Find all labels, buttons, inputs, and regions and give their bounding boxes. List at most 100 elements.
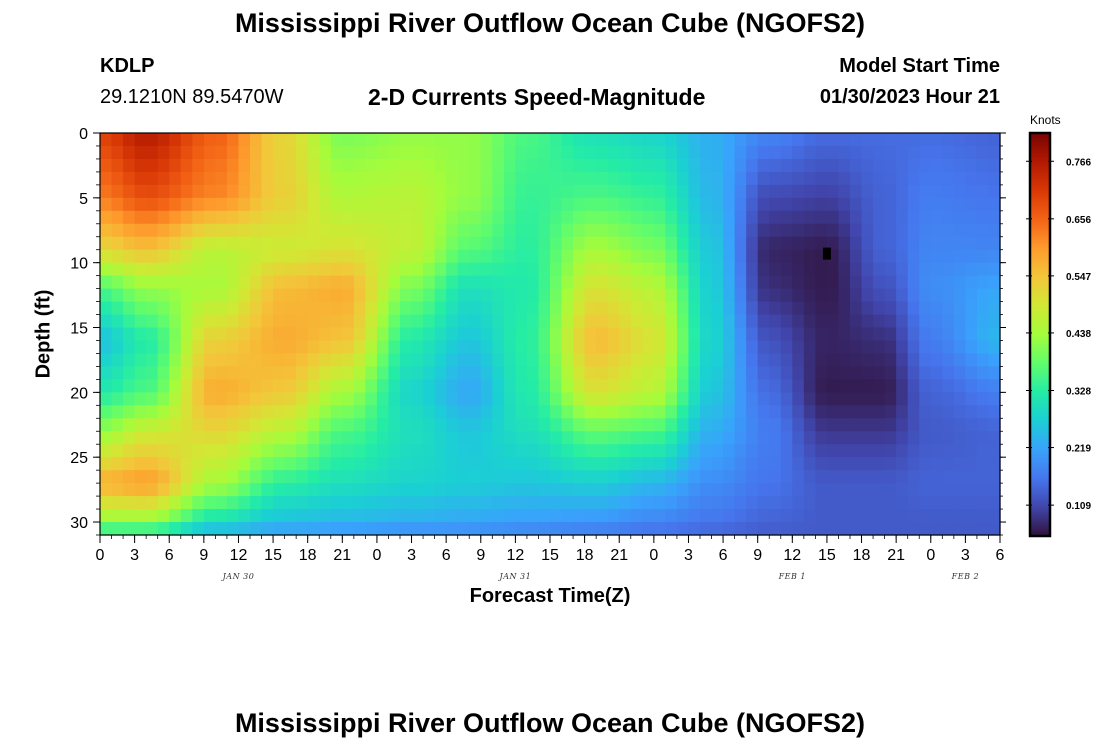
heatmap-cell (296, 249, 309, 264)
heatmap-cell (769, 353, 782, 368)
heatmap-cell (769, 184, 782, 199)
heatmap-cell (607, 236, 620, 251)
heatmap-cell (711, 470, 724, 484)
heatmap-cell (619, 405, 632, 419)
heatmap-cell (700, 301, 713, 316)
heatmap-cell (653, 457, 666, 471)
heatmap-cell (284, 145, 297, 160)
heatmap-cell (203, 522, 216, 536)
heatmap-cell (330, 418, 343, 432)
heatmap-cell (780, 314, 793, 329)
heatmap-cell (896, 249, 909, 264)
heatmap-cell (803, 158, 816, 173)
heatmap-cell (896, 288, 909, 303)
heatmap-cell (607, 457, 620, 471)
heatmap-cell (653, 392, 666, 406)
heatmap-cell (434, 184, 447, 199)
heatmap-cell (919, 353, 932, 368)
heatmap-cell (169, 392, 182, 406)
heatmap-cell (561, 223, 574, 238)
heatmap-cell (896, 184, 909, 199)
heatmap-cell (446, 353, 459, 368)
heatmap-cell (273, 223, 286, 238)
heatmap-cell (953, 418, 966, 432)
heatmap-cell (388, 431, 401, 445)
heatmap-cell (342, 496, 355, 510)
heatmap-cell (273, 288, 286, 303)
heatmap-cell (930, 392, 943, 406)
heatmap-cell (976, 418, 990, 432)
heatmap-cell (630, 405, 643, 419)
heatmap-cell (538, 314, 551, 329)
heatmap-cell (492, 133, 505, 147)
heatmap-cell (457, 379, 470, 393)
heatmap-cell (157, 470, 170, 484)
heatmap-cell (238, 171, 251, 186)
heatmap-cell (238, 509, 251, 523)
heatmap-cell (192, 133, 205, 147)
heatmap-cell (815, 483, 828, 497)
heatmap-cell (215, 431, 228, 445)
heatmap-cell (561, 262, 574, 277)
heatmap-cell (942, 275, 955, 290)
heatmap-cell (607, 288, 620, 303)
heatmap-cell (423, 197, 436, 212)
heatmap-cell (238, 158, 251, 173)
heatmap-cell (653, 418, 666, 432)
heatmap-cell (838, 457, 851, 471)
heatmap-cell (250, 275, 263, 290)
heatmap-cell (503, 184, 516, 199)
heatmap-cell (700, 418, 713, 432)
heatmap-cell (642, 210, 655, 225)
heatmap-cell (319, 522, 332, 536)
heatmap-cell (619, 223, 632, 238)
heatmap-cell (688, 457, 701, 471)
heatmap-cell (942, 158, 955, 173)
heatmap-cell (169, 379, 182, 393)
heatmap-cell (850, 392, 863, 406)
heatmap-cell (353, 288, 366, 303)
heatmap-cell (238, 418, 251, 432)
heatmap-cell (930, 457, 943, 471)
heatmap-cell (561, 288, 574, 303)
heatmap-cell (169, 197, 182, 212)
heatmap-cell (746, 236, 759, 251)
heatmap-cell (457, 353, 470, 368)
heatmap-cell (376, 340, 390, 355)
heatmap-cell (123, 171, 136, 186)
heatmap-cell (457, 236, 470, 251)
heatmap-cell (169, 522, 182, 536)
heatmap-cell (180, 158, 193, 173)
heatmap-cell (365, 496, 378, 510)
heatmap-cell (365, 158, 378, 173)
heatmap-cell (619, 457, 632, 471)
heatmap-cell (665, 431, 678, 445)
heatmap-cell (746, 353, 759, 368)
heatmap-cell (400, 340, 413, 355)
heatmap-cell (238, 145, 251, 160)
heatmap-cell (388, 236, 401, 251)
heatmap-cell (584, 145, 597, 160)
heatmap-cell (550, 314, 563, 329)
heatmap-cell (642, 133, 655, 147)
heatmap-cell (653, 145, 666, 160)
heatmap-cell (526, 210, 540, 225)
heatmap-cell (803, 236, 816, 251)
heatmap-cell (757, 496, 770, 510)
heatmap-cell (561, 249, 574, 264)
heatmap-cell (319, 327, 332, 342)
heatmap-cell (180, 145, 193, 160)
heatmap-cell (630, 145, 643, 160)
heatmap-cell (134, 379, 147, 393)
heatmap-cell (434, 483, 447, 497)
heatmap-cell (896, 223, 909, 238)
heatmap-cell (723, 509, 736, 523)
heatmap-cell (850, 353, 863, 368)
heatmap-cell (584, 392, 597, 406)
heatmap-cell (873, 262, 886, 277)
heatmap-cell (757, 509, 770, 523)
heatmap-cell (123, 379, 136, 393)
heatmap-cell (907, 470, 920, 484)
heatmap-cell (815, 197, 828, 212)
heatmap-cell (688, 301, 701, 316)
